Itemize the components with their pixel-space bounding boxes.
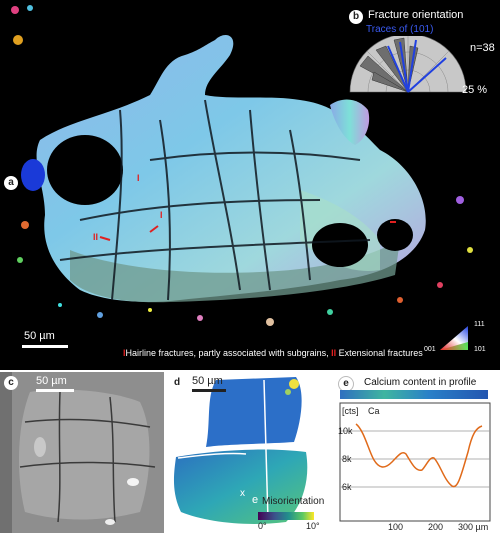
calcium-profile-chart bbox=[339, 390, 491, 522]
misorientation-label: Misorientation bbox=[262, 496, 325, 507]
bse-grayscale-image bbox=[0, 372, 164, 533]
x-tick-300: 300 µm bbox=[458, 522, 489, 532]
fracture-legend: IHairline fractures, partly associated w… bbox=[123, 348, 423, 358]
point-x: x bbox=[240, 488, 245, 499]
y-tick-6k: 6k bbox=[342, 482, 352, 492]
ipf-label-001: 001 bbox=[424, 346, 436, 353]
calcium-profile-line bbox=[355, 423, 483, 488]
scalebar-c bbox=[36, 389, 74, 392]
profile-title: Calcium content in profile bbox=[364, 377, 477, 388]
panel-d-misorientation-map: d 50 µm x e Misorientation 0° 10° bbox=[166, 372, 332, 533]
misorientation-map bbox=[173, 377, 314, 524]
ipf-color-key bbox=[440, 326, 468, 350]
rose-n-label: n=38 bbox=[470, 42, 495, 54]
ipf-label-101: 101 bbox=[474, 346, 486, 353]
point-e: e bbox=[252, 494, 259, 506]
y-tick-10k: 10k bbox=[338, 426, 353, 436]
marker-double: II bbox=[93, 232, 99, 242]
ebsd-orientation-map bbox=[11, 5, 473, 326]
scalebar-d bbox=[192, 389, 226, 392]
scale-min: 0° bbox=[258, 521, 267, 531]
panel-a-ebsd-map: a I I II 50 µm IHairline fractures, part… bbox=[0, 0, 500, 370]
element-label: Ca bbox=[368, 406, 380, 416]
x-tick-100: 100 bbox=[388, 522, 404, 532]
panel-c-bse-image: c 50 µm bbox=[0, 372, 164, 533]
rose-percent-label: 25 % bbox=[462, 84, 488, 96]
marker-single-1: I bbox=[137, 173, 140, 183]
legend-hairline: Hairline fractures, partly associated wi… bbox=[125, 348, 329, 358]
marker-single-2: I bbox=[160, 210, 163, 220]
x-tick-200: 200 bbox=[428, 522, 444, 532]
panel-b-label: b bbox=[349, 10, 363, 24]
panel-d-label: d bbox=[170, 376, 184, 390]
panel-a-label: a bbox=[4, 176, 18, 190]
scalebar-a-text: 50 µm bbox=[24, 330, 55, 342]
traces-label: Traces of (101) bbox=[366, 24, 434, 35]
rose-diagram bbox=[349, 36, 467, 93]
legend-marker-single: I bbox=[123, 348, 126, 358]
panel-c-label: c bbox=[4, 376, 18, 390]
panel-e-calcium-profile: e Calcium content in profile [cts] Ca 10… bbox=[334, 372, 500, 533]
scalebar-d-text: 50 µm bbox=[192, 375, 223, 387]
ipf-label-111: 111 bbox=[474, 321, 485, 328]
legend-extensional: Extensional fractures bbox=[338, 348, 423, 358]
scalebar-c-text: 50 µm bbox=[36, 375, 67, 387]
y-tick-8k: 8k bbox=[342, 454, 352, 464]
y-unit: [cts] bbox=[342, 406, 359, 416]
legend-marker-double: II bbox=[331, 348, 337, 358]
scalebar-a bbox=[22, 345, 68, 348]
rose-title: Fracture orientation bbox=[368, 9, 464, 21]
scale-max: 10° bbox=[306, 521, 320, 531]
